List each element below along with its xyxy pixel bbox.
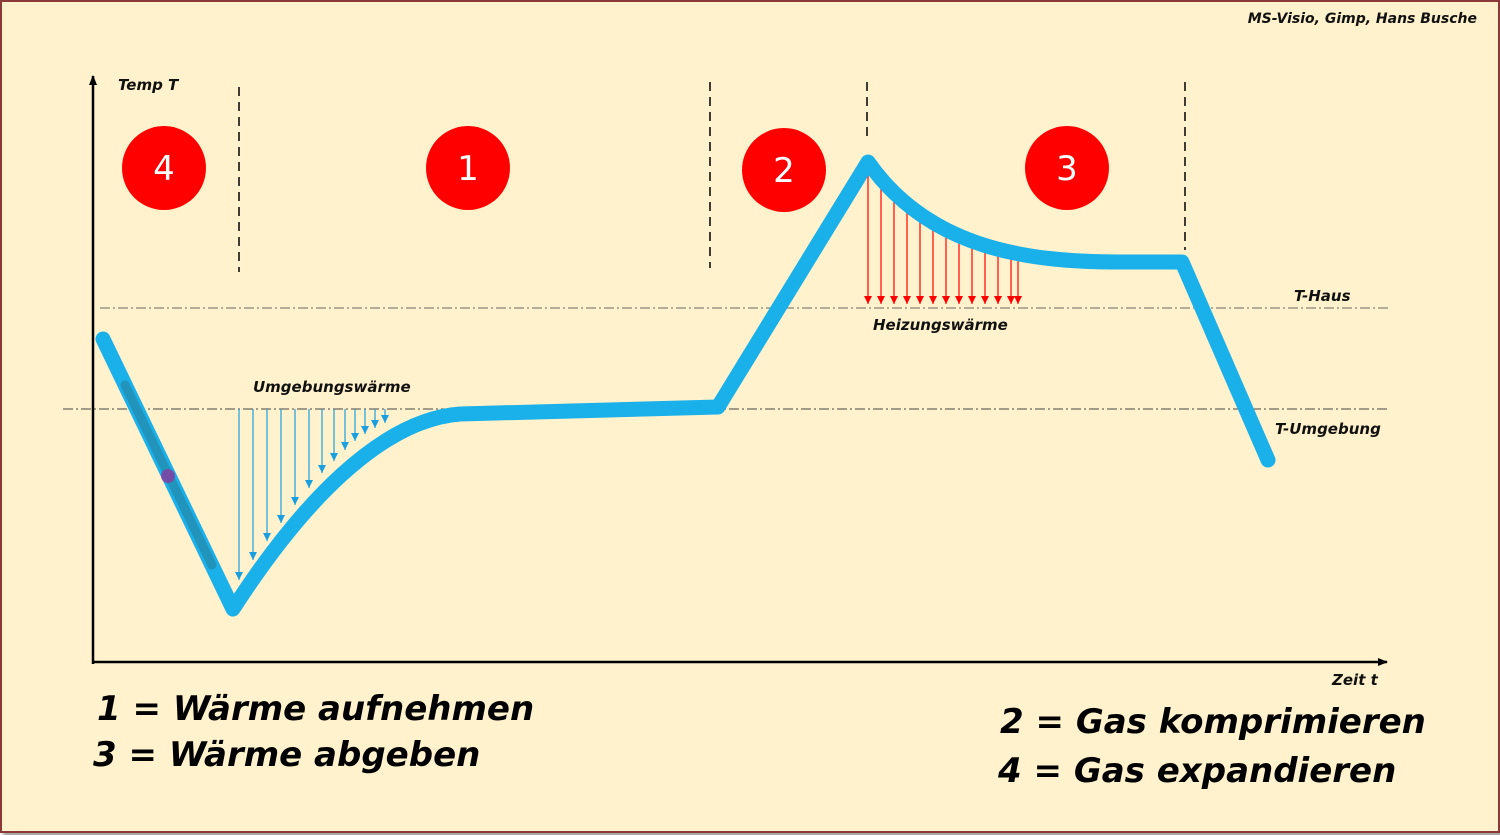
curve-marker-dot — [161, 469, 175, 483]
svg-text:1: 1 — [457, 149, 479, 189]
y-axis-label: Temp T — [118, 76, 180, 94]
legend-item-4: 4 = Gas expandieren — [997, 751, 1396, 791]
temperature-curve — [95, 154, 1276, 617]
phase-badge-1: 1 — [426, 126, 510, 210]
ambient-heat-label: Umgebungswärme — [253, 378, 411, 396]
credit-text: MS-Visio, Gimp, Hans Busche — [1248, 11, 1477, 27]
legend-item-2: 2 = Gas komprimieren — [1000, 702, 1426, 742]
svg-text:2: 2 — [773, 151, 795, 191]
svg-text:4: 4 — [153, 149, 175, 189]
x-axis-label: Zeit t — [1331, 671, 1379, 689]
legend-item-3: 3 = Wärme abgeben — [93, 735, 480, 775]
phase-badge-2: 2 — [742, 128, 826, 212]
t-haus-label: T-Haus — [1294, 287, 1351, 305]
phase-badge-3: 3 — [1025, 126, 1109, 210]
t-umgebung-label: T-Umgebung — [1275, 420, 1381, 438]
legend-item-1: 1 = Wärme aufnehmen — [97, 689, 534, 729]
ambient-heat-arrows — [235, 409, 389, 580]
heating-heat-arrows — [864, 172, 1022, 304]
svg-text:3: 3 — [1056, 149, 1078, 189]
heating-heat-label: Heizungswärme — [873, 316, 1008, 334]
phase-badge-4: 4 — [122, 126, 206, 210]
